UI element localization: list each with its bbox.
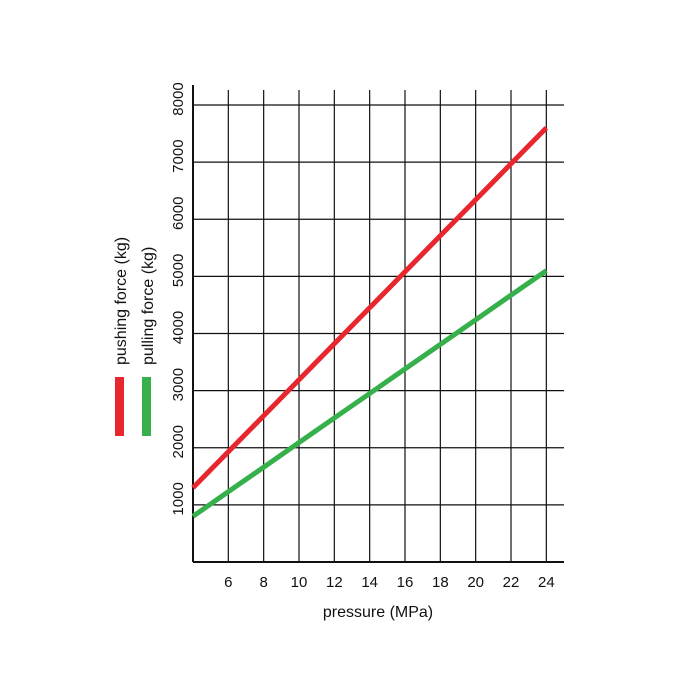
y-tick-label: 2000 [170,425,187,458]
x-tick-label: 14 [361,574,378,591]
y-tick-label: 3000 [170,368,187,401]
legend-label-pushing: pushing force (kg) [113,237,130,365]
x-tick-label: 18 [432,574,449,591]
grid [193,90,564,562]
y-tick-label: 4000 [170,311,187,344]
legend-label-pulling: pulling force (kg) [140,247,157,365]
y-tick-label: 6000 [170,197,187,230]
x-tick-label: 8 [259,574,267,591]
x-tick-label: 12 [326,574,343,591]
legend-swatch-pushing [115,377,124,436]
x-tick-label: 10 [291,574,308,591]
x-tick-label: 24 [538,574,555,591]
y-tick-label: 8000 [170,82,187,115]
y-tick-label: 1000 [170,482,187,515]
axes [192,85,564,563]
legend: pushing force (kg) pulling force (kg) [113,237,157,436]
pulling-force-line [191,268,548,519]
x-tick-label: 20 [467,574,484,591]
tick-labels: 6 8 10 12 14 16 18 20 22 24 1000 2000 3000 4000 5000 60… [170,82,555,591]
pushing-force-line [191,126,549,490]
y-tick-label: 5000 [170,254,187,287]
x-axis-label: pressure (MPa) [323,604,433,621]
x-tick-label: 16 [397,574,414,591]
series-group [191,126,549,519]
x-tick-label: 22 [503,574,520,591]
legend-swatch-pulling [142,377,151,436]
y-tick-label: 7000 [170,139,187,172]
x-tick-label: 6 [224,574,232,591]
